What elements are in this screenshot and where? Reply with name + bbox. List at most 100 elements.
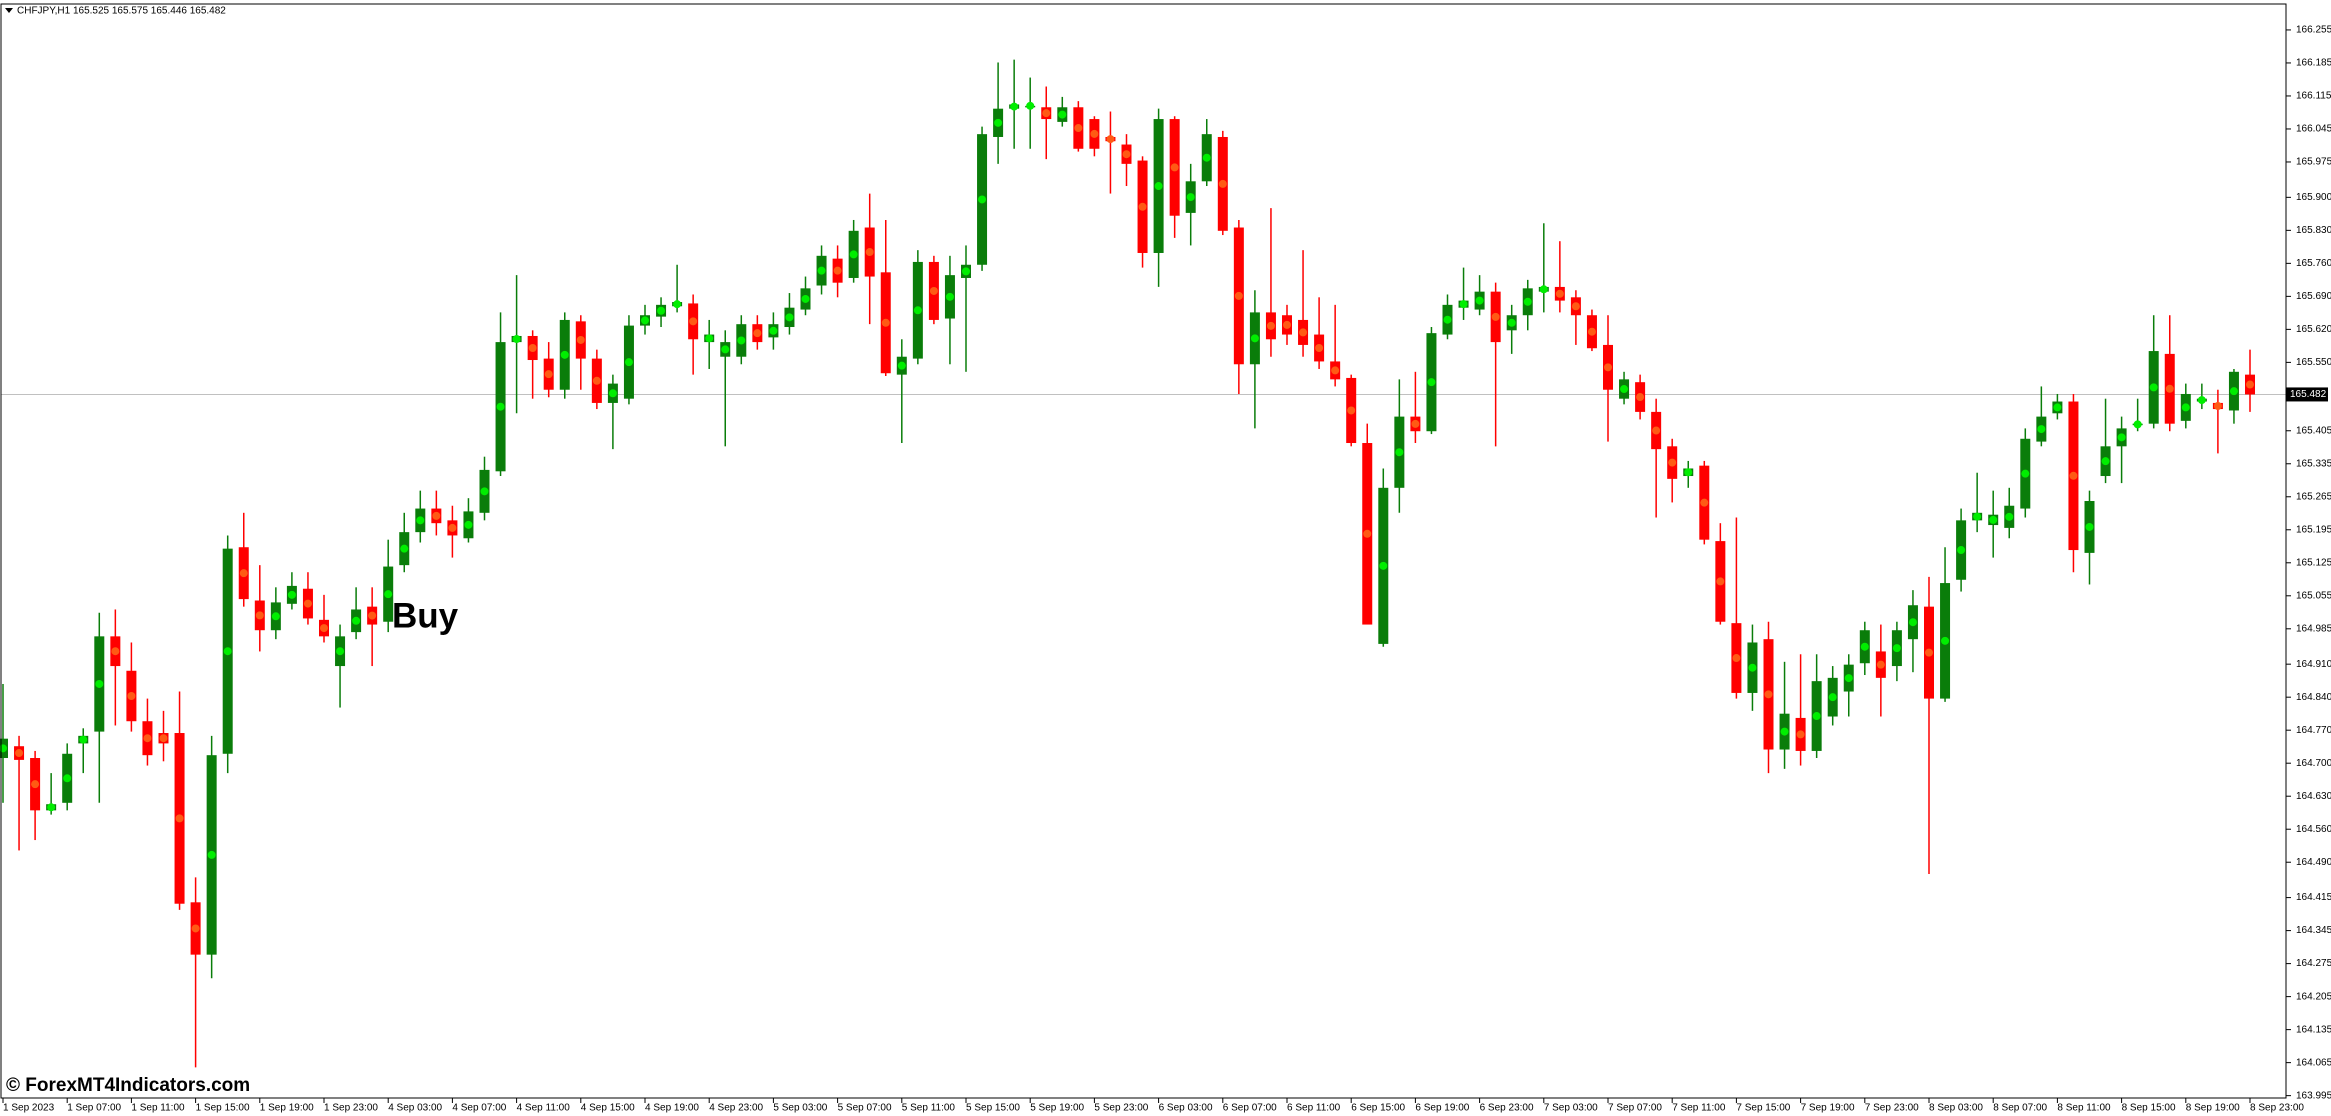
x-tick-label: 4 Sep 19:00	[645, 1103, 699, 1114]
signal-dot	[384, 590, 393, 599]
signal-dot	[127, 692, 136, 701]
y-tick-label: 165.125	[2296, 557, 2331, 568]
x-tick-label: 5 Sep 19:00	[1030, 1103, 1084, 1114]
signal-dot	[0, 744, 7, 753]
y-tick-label: 165.900	[2296, 192, 2331, 203]
signal-dot	[1427, 378, 1436, 387]
signal-dot	[2117, 433, 2126, 442]
signal-dot	[2246, 380, 2254, 389]
y-tick-label: 166.115	[2296, 91, 2331, 102]
signal-dot	[1299, 328, 1308, 337]
signal-dot	[480, 487, 489, 496]
y-tick-label: 164.770	[2296, 725, 2331, 736]
x-tick-label: 8 Sep 03:00	[1929, 1103, 1983, 1114]
y-tick-label: 164.840	[2296, 692, 2331, 703]
y-tick-label: 164.415	[2296, 892, 2331, 903]
signal-dot	[737, 336, 746, 345]
y-tick-label: 165.055	[2296, 590, 2331, 601]
menu-icon	[5, 8, 13, 13]
y-tick-label: 164.985	[2296, 623, 2331, 634]
signal-dot	[1764, 690, 1773, 699]
x-tick-label: 7 Sep 15:00	[1736, 1103, 1790, 1114]
y-tick-label: 164.910	[2296, 659, 2331, 670]
x-tick-label: 8 Sep 15:00	[2122, 1103, 2176, 1114]
y-tick-label: 164.560	[2296, 824, 2331, 835]
y-tick-label: 164.630	[2296, 791, 2331, 802]
y-tick-label: 166.255	[2296, 25, 2331, 36]
signal-dot	[721, 345, 730, 354]
signal-dot	[1892, 644, 1901, 653]
signal-dot	[159, 734, 168, 743]
y-tick-label: 165.690	[2296, 291, 2331, 302]
signal-dot	[368, 611, 377, 620]
x-tick-label: 6 Sep 03:00	[1159, 1103, 1213, 1114]
x-tick-label: 7 Sep 11:00	[1672, 1103, 1726, 1114]
signal-dot	[1475, 296, 1484, 305]
signal-dot	[1555, 289, 1564, 298]
signal-dot	[336, 647, 345, 656]
signal-dot	[1844, 674, 1853, 683]
signal-dot	[1876, 660, 1885, 669]
signal-dot	[432, 511, 441, 520]
signal-dot	[978, 195, 987, 204]
y-tick-label: 165.265	[2296, 491, 2331, 502]
signal-dot	[1459, 300, 1468, 309]
signal-dot	[817, 266, 826, 275]
signal-dot	[1957, 546, 1966, 555]
signal-dot	[239, 569, 248, 578]
signal-dot	[2213, 401, 2222, 410]
signal-dot	[287, 590, 296, 599]
signal-dot	[1347, 406, 1356, 415]
x-tick-label: 6 Sep 07:00	[1223, 1103, 1277, 1114]
signal-dot	[1010, 102, 1019, 111]
x-tick-label: 4 Sep 07:00	[452, 1103, 506, 1114]
signal-dot	[1026, 101, 1035, 110]
signal-dot	[111, 647, 120, 656]
signal-dot	[1523, 297, 1532, 306]
signal-dot	[1748, 663, 1757, 672]
signal-dot	[1796, 730, 1805, 739]
x-tick-label: 1 Sep 11:00	[131, 1103, 185, 1114]
signal-dot	[705, 334, 714, 343]
signal-dot	[448, 523, 457, 532]
signal-dot	[1411, 419, 1420, 428]
signal-dot	[496, 402, 505, 411]
signal-dot	[1716, 577, 1725, 586]
signal-dot	[1908, 618, 1917, 627]
y-tick-label: 165.975	[2296, 157, 2331, 168]
signal-dot	[1684, 468, 1693, 477]
signal-dot	[608, 389, 617, 398]
signal-dot	[560, 350, 569, 359]
signal-dot	[1620, 385, 1629, 394]
signal-dot	[1571, 302, 1580, 311]
signal-dot	[400, 544, 409, 553]
signal-dot	[801, 294, 810, 303]
signal-dot	[1491, 312, 1500, 321]
signal-dot	[1283, 320, 1291, 329]
y-tick-label: 164.275	[2296, 958, 2331, 969]
signal-dot	[1700, 498, 1709, 507]
signal-dot	[929, 286, 938, 295]
signal-dot	[753, 329, 762, 338]
y-tick-label: 165.195	[2296, 524, 2331, 535]
signal-dot	[1154, 182, 1163, 191]
signal-dot	[1042, 109, 1051, 118]
signal-dot	[1363, 529, 1372, 538]
signal-dot	[2053, 403, 2062, 412]
x-tick-label: 6 Sep 19:00	[1415, 1103, 1469, 1114]
signal-dot	[1812, 712, 1821, 721]
x-tick-label: 7 Sep 19:00	[1801, 1103, 1855, 1114]
signal-dot	[1989, 515, 1998, 524]
symbol-line: CHFJPY,H1 165.525 165.575 165.446 165.48…	[17, 6, 226, 17]
y-tick-label: 166.185	[2296, 58, 2331, 69]
signal-dot	[31, 780, 40, 789]
x-tick-label: 5 Sep 23:00	[1094, 1103, 1148, 1114]
signal-dot	[1186, 193, 1195, 202]
x-tick-label: 8 Sep 19:00	[2186, 1103, 2240, 1114]
signal-dot	[833, 266, 842, 275]
x-tick-label: 6 Sep 11:00	[1287, 1103, 1341, 1114]
signal-dot	[849, 250, 858, 259]
signal-dot	[865, 248, 874, 257]
signal-dot	[1122, 150, 1131, 159]
x-tick-label: 5 Sep 11:00	[902, 1103, 956, 1114]
